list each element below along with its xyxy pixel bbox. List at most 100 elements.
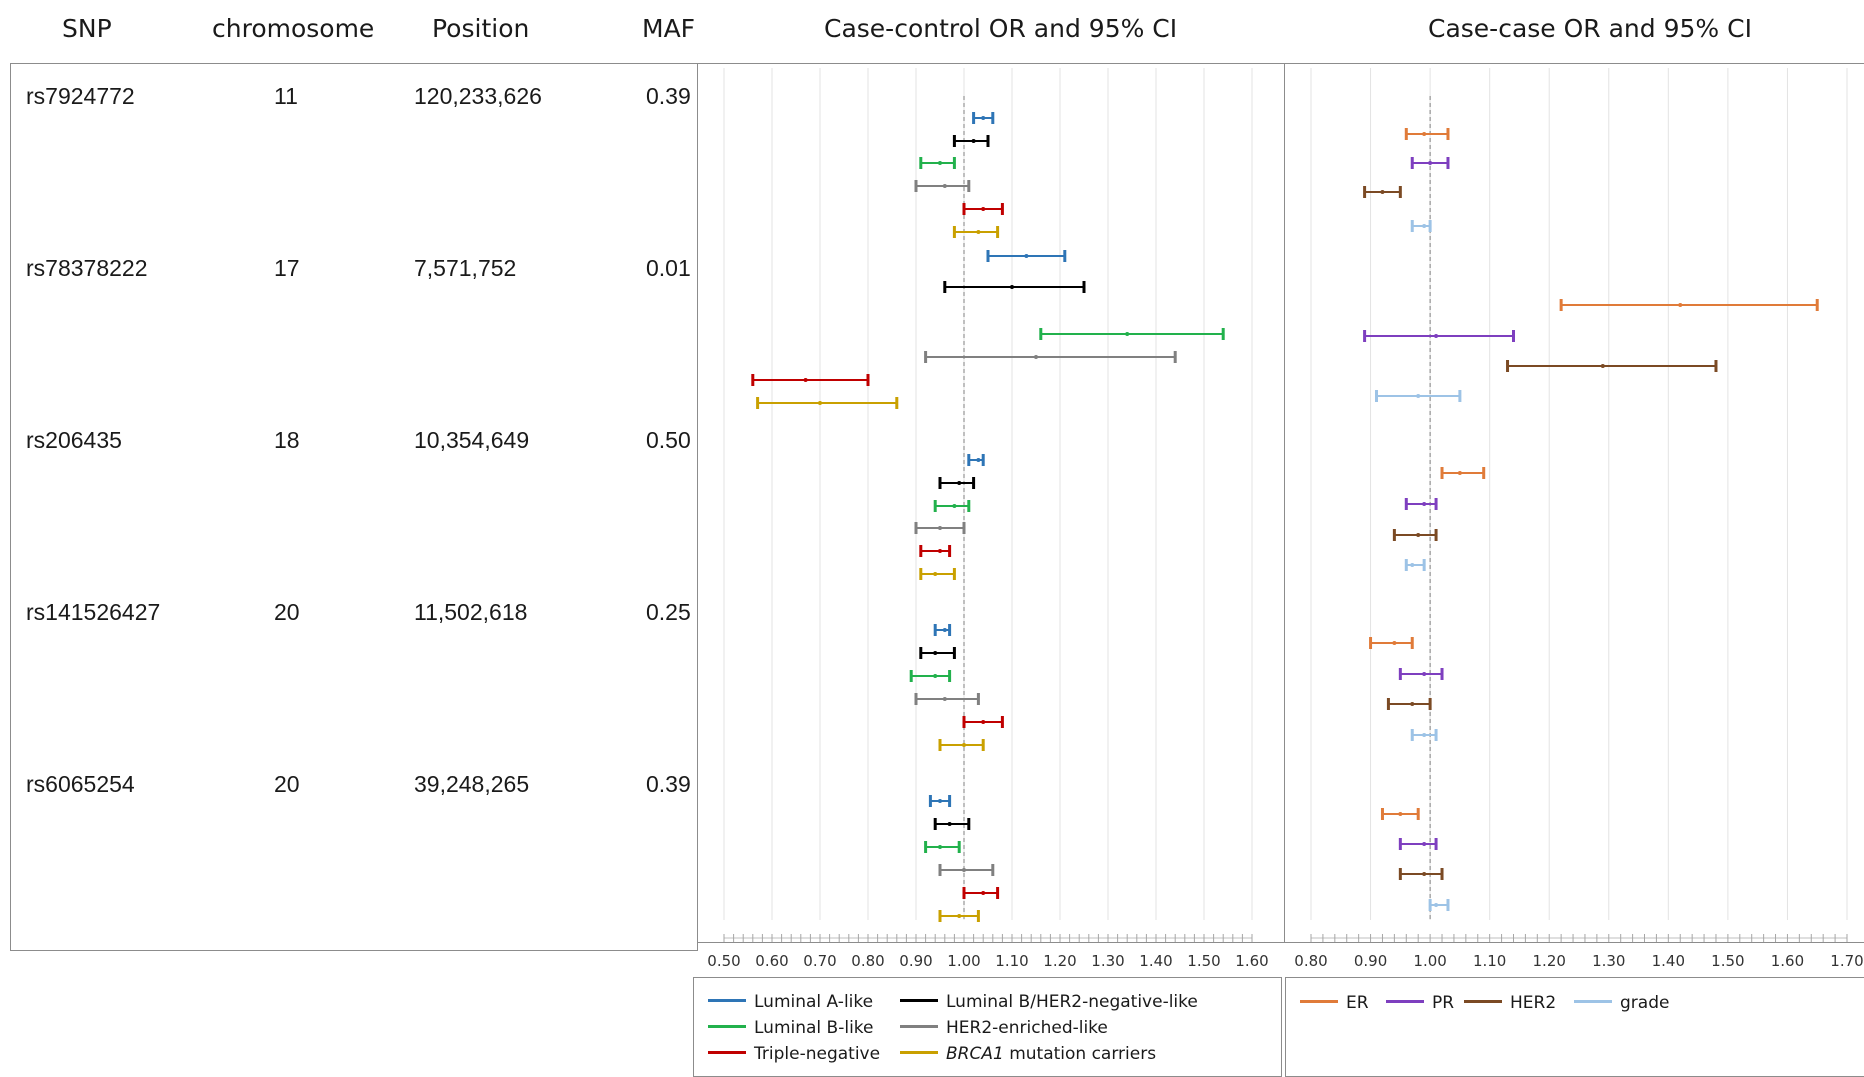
legend-case-case-box (1285, 977, 1864, 1077)
legend-swatch (708, 1050, 746, 1054)
header-snp: SNP (62, 14, 112, 43)
legend-item: Triple-negative (708, 1044, 880, 1064)
row-maf: 0.39 (646, 771, 691, 797)
x-tick-label: 1.10 (1473, 952, 1506, 970)
legend-swatch (900, 1050, 938, 1054)
or-point (933, 572, 938, 576)
row-position: 11,502,618 (414, 599, 528, 625)
or-point (947, 822, 952, 826)
row-chromosome: 20 (274, 599, 300, 625)
row-snp: rs78378222 (26, 255, 148, 281)
legend-item: Luminal B-like (708, 1018, 874, 1038)
row-position: 10,354,649 (414, 427, 530, 453)
header-case-control: Case-control OR and 95% CI (824, 14, 1178, 43)
or-point (976, 230, 981, 234)
or-point (1434, 334, 1439, 338)
or-point (1422, 132, 1427, 136)
x-tick-label: 0.80 (851, 952, 884, 970)
or-point (981, 207, 986, 211)
or-point (942, 697, 947, 701)
x-tick-label: 1.50 (1187, 952, 1220, 970)
legend-label: PR (1432, 993, 1455, 1013)
x-tick-label: 1.00 (1413, 952, 1446, 970)
row-snp: rs7924772 (26, 83, 135, 109)
or-point (1600, 364, 1605, 368)
legend-item: PR (1386, 993, 1454, 1013)
or-point (962, 868, 966, 872)
x-tick-label: 1.60 (1235, 952, 1268, 970)
legend-label: Triple-negative (754, 1044, 881, 1064)
row-snp: rs141526427 (26, 599, 161, 625)
or-point (1457, 471, 1462, 475)
legend-item: HER2-enriched-like (900, 1018, 1108, 1038)
or-point (981, 891, 986, 895)
legend-swatch (900, 998, 938, 1002)
or-point (938, 799, 942, 803)
or-point (938, 845, 942, 849)
row-snp: rs6065254 (26, 771, 135, 797)
or-point (952, 504, 957, 508)
legend-swatch (1574, 999, 1612, 1003)
legend-label: BRCA1 mutation carriers (946, 1044, 1156, 1064)
x-tick-label: 1.50 (1711, 952, 1744, 970)
x-tick-label: 1.40 (1652, 952, 1685, 970)
or-point (938, 526, 942, 530)
legend-label-rest: mutation carriers (1003, 1044, 1157, 1064)
or-point (1125, 332, 1130, 336)
or-point (1422, 842, 1427, 846)
or-point (1380, 190, 1385, 194)
or-point (957, 481, 962, 485)
or-point (1422, 672, 1427, 676)
case-case-plot-box (1284, 63, 1864, 943)
row-maf: 0.39 (646, 83, 691, 109)
row-chromosome: 18 (274, 427, 300, 453)
or-point (971, 139, 976, 143)
or-point (933, 674, 938, 678)
row-chromosome: 20 (274, 771, 300, 797)
legend-item: grade (1574, 993, 1669, 1013)
or-point (818, 401, 822, 405)
or-point (1422, 502, 1427, 506)
row-chromosome: 11 (274, 83, 298, 109)
legend-label: HER2 (1510, 993, 1557, 1013)
row-maf: 0.01 (646, 255, 691, 281)
x-tick-label: 0.70 (803, 952, 836, 970)
or-point (1416, 533, 1421, 537)
or-point (957, 914, 962, 918)
or-point (1024, 254, 1029, 258)
or-point (1434, 903, 1439, 907)
x-tick-label: 1.20 (1043, 952, 1076, 970)
x-tick-label: 1.70 (1830, 952, 1863, 970)
x-tick-label: 1.60 (1771, 952, 1804, 970)
or-point (803, 378, 808, 382)
legend-swatch (1464, 999, 1502, 1003)
legend-label: grade (1620, 993, 1670, 1013)
x-tick-label: 1.20 (1533, 952, 1566, 970)
legend-item: ER (1300, 993, 1369, 1013)
row-position: 7,571,752 (414, 255, 517, 281)
legend-swatch (1386, 999, 1424, 1003)
x-tick-label: 1.30 (1091, 952, 1124, 970)
legend-swatch (708, 1024, 746, 1028)
or-point (1428, 161, 1433, 165)
legend-swatch (708, 998, 746, 1002)
row-snp: rs206435 (26, 427, 122, 453)
or-point (938, 161, 942, 165)
or-point (1034, 355, 1038, 359)
legend-item: HER2 (1464, 993, 1556, 1013)
legend-label: Luminal B-like (754, 1018, 874, 1038)
or-point (976, 458, 981, 462)
row-position: 39,248,265 (414, 771, 530, 797)
legend-swatch (900, 1024, 938, 1028)
or-point (1392, 641, 1397, 645)
x-tick-label: 0.90 (1354, 952, 1387, 970)
or-point (1410, 702, 1415, 706)
x-tick-label: 1.00 (947, 952, 980, 970)
header-case-case: Case-case OR and 95% CI (1428, 14, 1752, 43)
or-point (938, 549, 942, 553)
or-point (1422, 224, 1427, 228)
x-tick-label: 1.40 (1139, 952, 1172, 970)
legend-item: Luminal A-like (708, 992, 873, 1012)
header-chromosome: chromosome (212, 14, 375, 43)
